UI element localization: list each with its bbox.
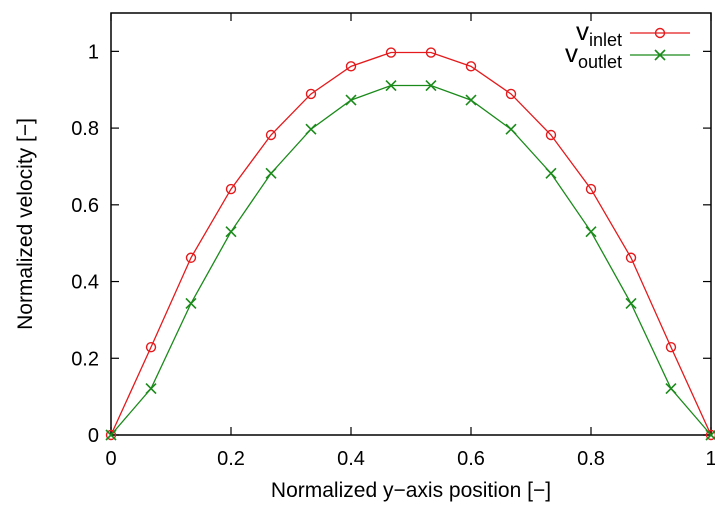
y-tick-label: 0 bbox=[88, 425, 99, 447]
legend-entry-outlet: voutlet bbox=[565, 38, 690, 72]
data-point-outlet bbox=[545, 167, 557, 179]
data-point-inlet bbox=[505, 88, 517, 100]
x-tick-label: 1 bbox=[705, 448, 715, 470]
data-point-outlet bbox=[425, 79, 437, 92]
data-point-outlet bbox=[305, 123, 317, 135]
data-point-inlet bbox=[225, 183, 237, 195]
data-point-inlet bbox=[345, 61, 357, 72]
data-point-outlet bbox=[385, 79, 397, 92]
data-point-outlet bbox=[585, 226, 597, 238]
data-point-inlet bbox=[425, 47, 437, 58]
y-tick-label: 0.2 bbox=[71, 348, 99, 370]
data-point-outlet bbox=[345, 94, 357, 106]
data-point-inlet bbox=[145, 341, 157, 353]
legend-entry-inlet: vinlet bbox=[576, 16, 690, 50]
series-layer bbox=[105, 47, 715, 441]
data-point-outlet bbox=[705, 429, 715, 441]
data-point-inlet bbox=[545, 129, 557, 141]
data-point-inlet bbox=[705, 429, 715, 441]
y-tick-label: 1 bbox=[88, 41, 99, 63]
x-tick-label: 0.6 bbox=[457, 448, 485, 470]
legend-label: vinlet bbox=[576, 16, 622, 50]
legend-marker bbox=[654, 27, 666, 39]
series-line-inlet bbox=[110, 51, 712, 436]
data-point-inlet bbox=[385, 47, 397, 58]
data-point-outlet bbox=[625, 297, 637, 309]
data-point-outlet bbox=[265, 167, 277, 179]
legend-label: voutlet bbox=[565, 38, 622, 72]
data-point-outlet bbox=[505, 123, 517, 135]
x-axis-ticks: 0 0.2 0.4 0.6 0.8 1 bbox=[105, 13, 715, 470]
y-tick-label: 0.4 bbox=[71, 272, 99, 294]
data-point-outlet bbox=[465, 94, 477, 106]
data-point-inlet bbox=[185, 252, 197, 263]
y-tick-label: 0.6 bbox=[71, 195, 99, 217]
y-tick-label: 0.8 bbox=[71, 118, 99, 140]
y-axis-label: Normalized velocity [−] bbox=[14, 118, 37, 330]
x-tick-label: 0.4 bbox=[337, 448, 365, 470]
data-point-inlet bbox=[625, 252, 637, 263]
x-axis-label: Normalized y−axis position [−] bbox=[271, 479, 551, 502]
data-point-outlet bbox=[665, 383, 677, 395]
data-point-outlet bbox=[225, 226, 237, 238]
data-point-inlet bbox=[585, 183, 597, 195]
data-point-inlet bbox=[265, 129, 277, 141]
data-point-inlet bbox=[105, 429, 117, 441]
series-outlet bbox=[105, 79, 715, 441]
data-point-outlet bbox=[185, 297, 197, 309]
x-tick-label: 0.8 bbox=[577, 448, 605, 470]
plot-frame bbox=[110, 12, 712, 436]
data-point-outlet bbox=[105, 429, 117, 441]
x-tick-label: 0 bbox=[105, 448, 116, 470]
series-inlet bbox=[105, 47, 715, 441]
data-point-outlet bbox=[145, 383, 157, 395]
x-tick-label: 0.2 bbox=[217, 448, 245, 470]
series-line-outlet bbox=[110, 84, 712, 436]
data-point-inlet bbox=[465, 61, 477, 72]
legend-marker bbox=[654, 49, 666, 61]
y-axis-ticks: 0 0.2 0.4 0.6 0.8 1 bbox=[71, 41, 711, 447]
data-point-inlet bbox=[305, 88, 317, 100]
data-point-inlet bbox=[665, 341, 677, 353]
